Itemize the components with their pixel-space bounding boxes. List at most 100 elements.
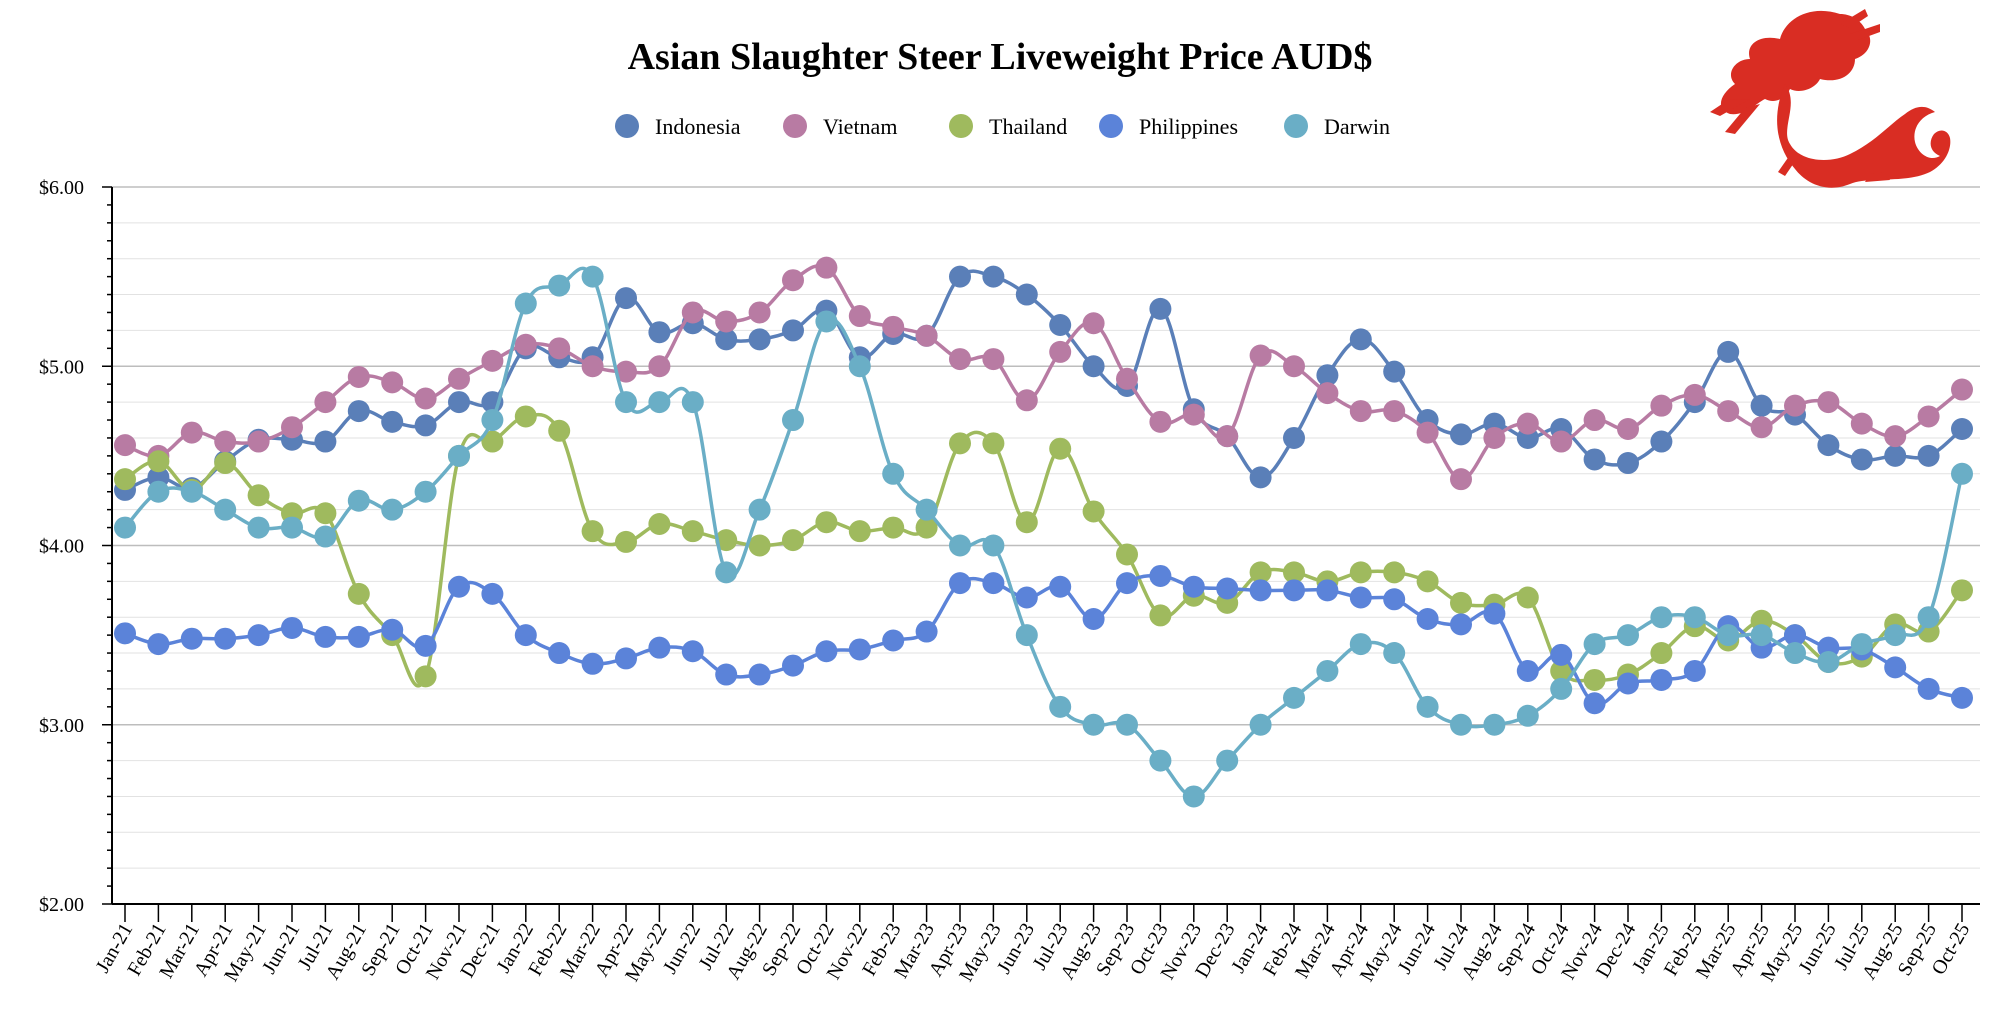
data-point-thailand[interactable] (748, 534, 771, 557)
data-point-indonesia[interactable] (1082, 355, 1105, 378)
data-point-philippines[interactable] (748, 663, 771, 686)
data-point-philippines[interactable] (882, 629, 905, 652)
data-point-vietnam[interactable] (180, 421, 203, 444)
data-point-thailand[interactable] (1416, 570, 1439, 593)
data-point-darwin[interactable] (915, 498, 938, 521)
data-point-vietnam[interactable] (281, 416, 303, 439)
data-point-darwin[interactable] (1917, 606, 1940, 629)
data-point-vietnam[interactable] (715, 310, 738, 333)
data-point-philippines[interactable] (1249, 579, 1272, 602)
data-point-darwin[interactable] (882, 462, 905, 485)
data-point-philippines[interactable] (1951, 686, 1973, 709)
data-point-philippines[interactable] (1516, 659, 1539, 682)
data-point-thailand[interactable] (949, 432, 971, 455)
data-point-darwin[interactable] (615, 391, 637, 414)
data-point-indonesia[interactable] (1149, 297, 1172, 320)
data-point-vietnam[interactable] (1516, 412, 1539, 435)
data-point-thailand[interactable] (1116, 543, 1138, 566)
data-point-indonesia[interactable] (1951, 417, 1973, 440)
data-point-philippines[interactable] (1617, 672, 1639, 695)
data-point-vietnam[interactable] (782, 269, 804, 292)
data-point-darwin[interactable] (1450, 713, 1472, 736)
data-point-philippines[interactable] (1116, 572, 1138, 595)
data-point-darwin[interactable] (1316, 659, 1339, 682)
data-point-philippines[interactable] (1583, 692, 1606, 715)
data-point-vietnam[interactable] (982, 348, 1005, 371)
data-point-indonesia[interactable] (648, 321, 671, 344)
data-point-vietnam[interactable] (114, 434, 136, 457)
data-point-darwin[interactable] (1951, 462, 1973, 485)
data-point-vietnam[interactable] (1683, 383, 1706, 406)
data-point-indonesia[interactable] (314, 430, 337, 453)
data-point-darwin[interactable] (281, 516, 303, 539)
data-point-thailand[interactable] (882, 516, 905, 539)
data-point-philippines[interactable] (1683, 659, 1706, 682)
legend-item-darwin[interactable]: Darwin (1284, 114, 1390, 139)
data-point-darwin[interactable] (1683, 606, 1706, 629)
data-point-thailand[interactable] (715, 529, 738, 552)
data-point-thailand[interactable] (1049, 437, 1072, 460)
data-point-philippines[interactable] (247, 624, 270, 647)
data-point-philippines[interactable] (1784, 624, 1806, 647)
data-point-philippines[interactable] (314, 625, 337, 648)
data-point-indonesia[interactable] (1817, 434, 1840, 457)
data-point-vietnam[interactable] (1717, 400, 1740, 423)
data-point-thailand[interactable] (1283, 561, 1305, 584)
data-point-philippines[interactable] (514, 624, 537, 647)
data-point-vietnam[interactable] (1416, 421, 1439, 444)
data-point-vietnam[interactable] (1049, 340, 1072, 363)
data-point-thailand[interactable] (782, 529, 804, 552)
data-point-philippines[interactable] (1416, 607, 1439, 630)
data-point-darwin[interactable] (1516, 704, 1539, 727)
data-point-thailand[interactable] (1516, 586, 1539, 609)
data-point-indonesia[interactable] (1316, 364, 1339, 387)
data-point-thailand[interactable] (1951, 579, 1973, 602)
data-point-vietnam[interactable] (1850, 412, 1873, 435)
data-point-indonesia[interactable] (982, 265, 1005, 288)
data-point-vietnam[interactable] (1917, 405, 1940, 428)
data-point-indonesia[interactable] (1450, 423, 1472, 446)
data-point-vietnam[interactable] (1483, 426, 1506, 449)
data-point-philippines[interactable] (1316, 579, 1339, 602)
data-point-indonesia[interactable] (1383, 360, 1406, 383)
data-point-vietnam[interactable] (548, 337, 571, 360)
data-point-darwin[interactable] (180, 480, 203, 503)
data-point-indonesia[interactable] (1617, 452, 1639, 475)
data-point-vietnam[interactable] (1283, 355, 1305, 378)
data-point-vietnam[interactable] (1349, 400, 1372, 423)
data-point-darwin[interactable] (1583, 633, 1606, 656)
data-point-vietnam[interactable] (648, 355, 671, 378)
data-point-darwin[interactable] (1082, 713, 1105, 736)
data-point-vietnam[interactable] (481, 349, 504, 372)
data-point-vietnam[interactable] (1650, 394, 1673, 417)
data-point-vietnam[interactable] (1383, 400, 1406, 423)
data-point-vietnam[interactable] (1116, 367, 1138, 390)
data-point-darwin[interactable] (1349, 633, 1372, 656)
data-point-philippines[interactable] (281, 616, 303, 639)
data-point-thailand[interactable] (648, 512, 671, 535)
data-point-philippines[interactable] (1650, 668, 1673, 691)
data-point-darwin[interactable] (147, 480, 170, 503)
data-point-indonesia[interactable] (1650, 430, 1673, 453)
data-point-thailand[interactable] (915, 516, 938, 539)
data-point-indonesia[interactable] (782, 319, 804, 342)
data-point-philippines[interactable] (949, 572, 971, 595)
data-point-philippines[interactable] (915, 620, 938, 643)
data-point-darwin[interactable] (1784, 642, 1806, 665)
data-point-vietnam[interactable] (1550, 430, 1573, 453)
data-point-darwin[interactable] (715, 561, 738, 584)
data-point-thailand[interactable] (1550, 659, 1573, 682)
data-point-thailand[interactable] (615, 530, 637, 553)
data-point-philippines[interactable] (1015, 586, 1038, 609)
data-point-darwin[interactable] (1483, 713, 1506, 736)
data-point-darwin[interactable] (1717, 624, 1740, 647)
data-point-indonesia[interactable] (1283, 426, 1305, 449)
data-point-thailand[interactable] (247, 484, 270, 507)
data-point-philippines[interactable] (481, 582, 504, 605)
data-point-philippines[interactable] (1149, 564, 1172, 587)
data-point-thailand[interactable] (1650, 642, 1673, 665)
data-point-darwin[interactable] (1149, 749, 1172, 772)
data-point-philippines[interactable] (1884, 656, 1907, 679)
data-point-darwin[interactable] (481, 409, 504, 432)
data-point-darwin[interactable] (414, 480, 437, 503)
